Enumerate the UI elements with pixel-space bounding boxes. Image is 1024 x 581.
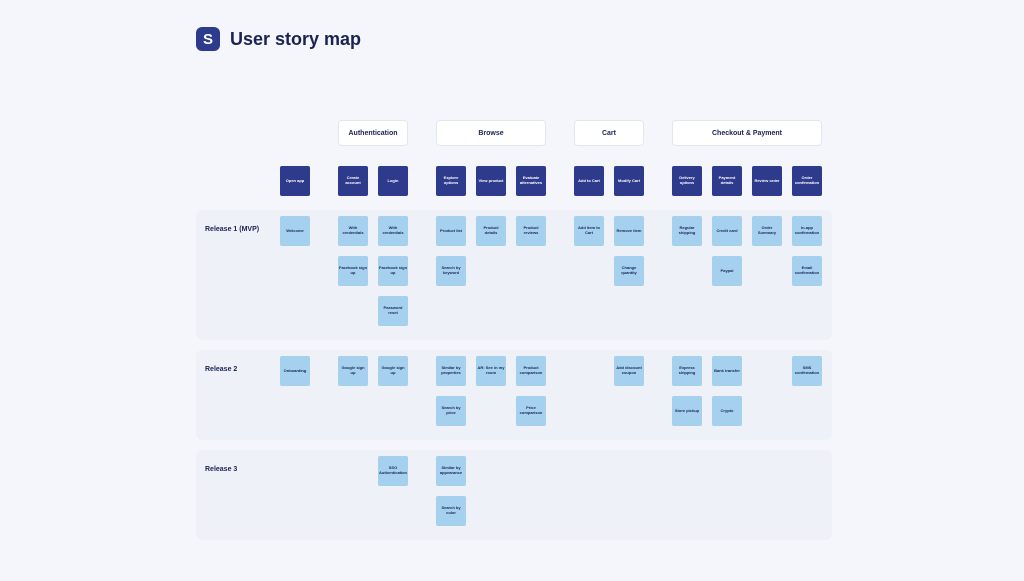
- header: S User story map: [196, 27, 361, 51]
- story-card: Similar by appearance: [436, 456, 466, 486]
- step-delivery: Delivery options: [672, 166, 702, 196]
- story-card: Regular shipping: [672, 216, 702, 246]
- release-label-1: Release 1 (MVP): [205, 226, 275, 233]
- step-create: Create account: [338, 166, 368, 196]
- story-card: Bank transfer: [712, 356, 742, 386]
- story-card: Add item to Cart: [574, 216, 604, 246]
- story-card: AR: See in my room: [476, 356, 506, 386]
- story-card: Credit card: [712, 216, 742, 246]
- story-card: SMS confirmation: [792, 356, 822, 386]
- story-card: Add discount coupon: [614, 356, 644, 386]
- story-card: Express shipping: [672, 356, 702, 386]
- epic-cart: Cart: [574, 120, 644, 146]
- story-card: Welcome: [280, 216, 310, 246]
- story-card: Google sign up: [378, 356, 408, 386]
- step-modify: Modify Cart: [614, 166, 644, 196]
- epic-browse: Browse: [436, 120, 546, 146]
- epic-authentication: Authentication: [338, 120, 408, 146]
- story-card: Price comparison: [516, 396, 546, 426]
- step-explore: Explore options: [436, 166, 466, 196]
- epic-checkout-payment: Checkout & Payment: [672, 120, 822, 146]
- story-card: Store pickup: [672, 396, 702, 426]
- release-label-2: Release 2: [205, 366, 275, 373]
- step-review: Review order: [752, 166, 782, 196]
- story-card: Product reviews: [516, 216, 546, 246]
- story-card: Paypal: [712, 256, 742, 286]
- story-card: Remove item: [614, 216, 644, 246]
- story-card: Order Summary: [752, 216, 782, 246]
- story-card: With credentials: [338, 216, 368, 246]
- story-card: Google sign up: [338, 356, 368, 386]
- story-card: Crypto: [712, 396, 742, 426]
- story-card: Search by price: [436, 396, 466, 426]
- step-payment: Payment details: [712, 166, 742, 196]
- story-card: Change quantity: [614, 256, 644, 286]
- release-band-3: [196, 450, 832, 540]
- story-card: Facebook sign up: [378, 256, 408, 286]
- page-title: User story map: [230, 29, 361, 50]
- story-card: With credentials: [378, 216, 408, 246]
- story-card: Facebook sign up: [338, 256, 368, 286]
- step-login: Login: [378, 166, 408, 196]
- story-card: In-app confirmation: [792, 216, 822, 246]
- story-card: Onboarding: [280, 356, 310, 386]
- story-card: Product list: [436, 216, 466, 246]
- story-card: Email confirmation: [792, 256, 822, 286]
- step-view: View product: [476, 166, 506, 196]
- step-open: Open app: [280, 166, 310, 196]
- story-card: Search by color: [436, 496, 466, 526]
- step-evaluate: Evaluate alternatives: [516, 166, 546, 196]
- story-card: Search by keyword: [436, 256, 466, 286]
- story-card: Product details: [476, 216, 506, 246]
- step-add: Add to Cart: [574, 166, 604, 196]
- step-confirm: Order confirmation: [792, 166, 822, 196]
- story-card: Password reset: [378, 296, 408, 326]
- release-label-3: Release 3: [205, 466, 275, 473]
- story-card: Product comparison: [516, 356, 546, 386]
- logo-icon: S: [196, 27, 220, 51]
- story-card: SSO Authentication: [378, 456, 408, 486]
- story-card: Similar by properties: [436, 356, 466, 386]
